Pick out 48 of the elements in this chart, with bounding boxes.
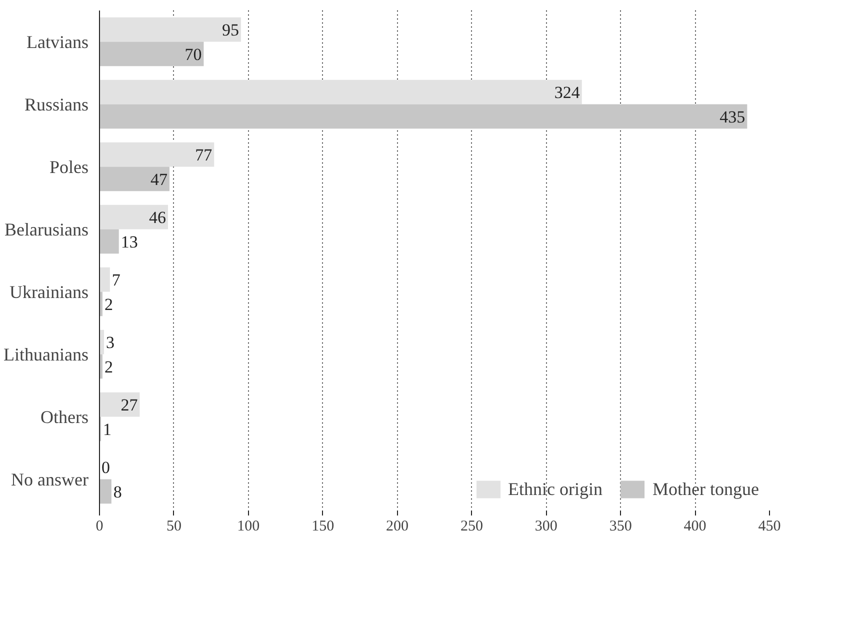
data-label: 3 <box>106 333 114 352</box>
bar <box>100 17 241 42</box>
bar <box>100 80 582 104</box>
data-label: 47 <box>150 170 168 189</box>
x-tick-label: 200 <box>386 518 409 534</box>
y-tick-label: Belarusians <box>4 219 89 240</box>
data-label: 70 <box>184 44 202 64</box>
x-tick-label: 350 <box>609 518 632 534</box>
x-tick-label: 250 <box>460 518 483 534</box>
x-tick-label: 400 <box>684 518 706 534</box>
data-label: 95 <box>222 20 239 40</box>
y-tick-label: Poles <box>49 156 89 177</box>
data-label: 1 <box>102 420 112 439</box>
y-tick-label: Russians <box>24 94 89 114</box>
data-label: 27 <box>120 396 138 415</box>
legend-label: Ethnic origin <box>508 478 603 500</box>
x-tick-label: 300 <box>534 518 558 534</box>
x-tick-label: 150 <box>312 518 334 534</box>
data-label: 46 <box>148 208 166 228</box>
x-tick-label: 50 <box>166 518 182 534</box>
data-label: 0 <box>102 458 110 478</box>
bar <box>100 166 170 192</box>
x-tick-label: 100 <box>237 518 260 534</box>
y-tick-label: No answer <box>11 469 89 490</box>
data-label: 77 <box>195 146 213 165</box>
y-tick-label: Latvians <box>26 32 89 52</box>
data-label: 324 <box>554 83 580 102</box>
y-tick-label: Others <box>40 406 89 427</box>
bar <box>100 104 748 129</box>
bar <box>100 204 168 230</box>
data-label: 2 <box>104 294 113 314</box>
x-tick-label: 450 <box>758 518 781 534</box>
data-label: 8 <box>113 482 122 502</box>
bar <box>100 142 214 167</box>
y-tick-label: Ukrainians <box>10 282 89 302</box>
bar <box>100 229 119 254</box>
legend-label: Mother tongue <box>652 478 759 500</box>
bar <box>100 392 140 417</box>
data-label: 2 <box>104 357 113 376</box>
bar <box>100 479 112 504</box>
x-tick-label: 0 <box>96 518 104 534</box>
data-label: 13 <box>120 232 138 252</box>
y-tick-label: Lithuanians <box>4 344 89 364</box>
bar <box>100 42 204 66</box>
bar <box>100 267 110 292</box>
bar <box>100 330 104 354</box>
data-label: 7 <box>112 270 121 290</box>
data-label: 435 <box>720 107 746 126</box>
